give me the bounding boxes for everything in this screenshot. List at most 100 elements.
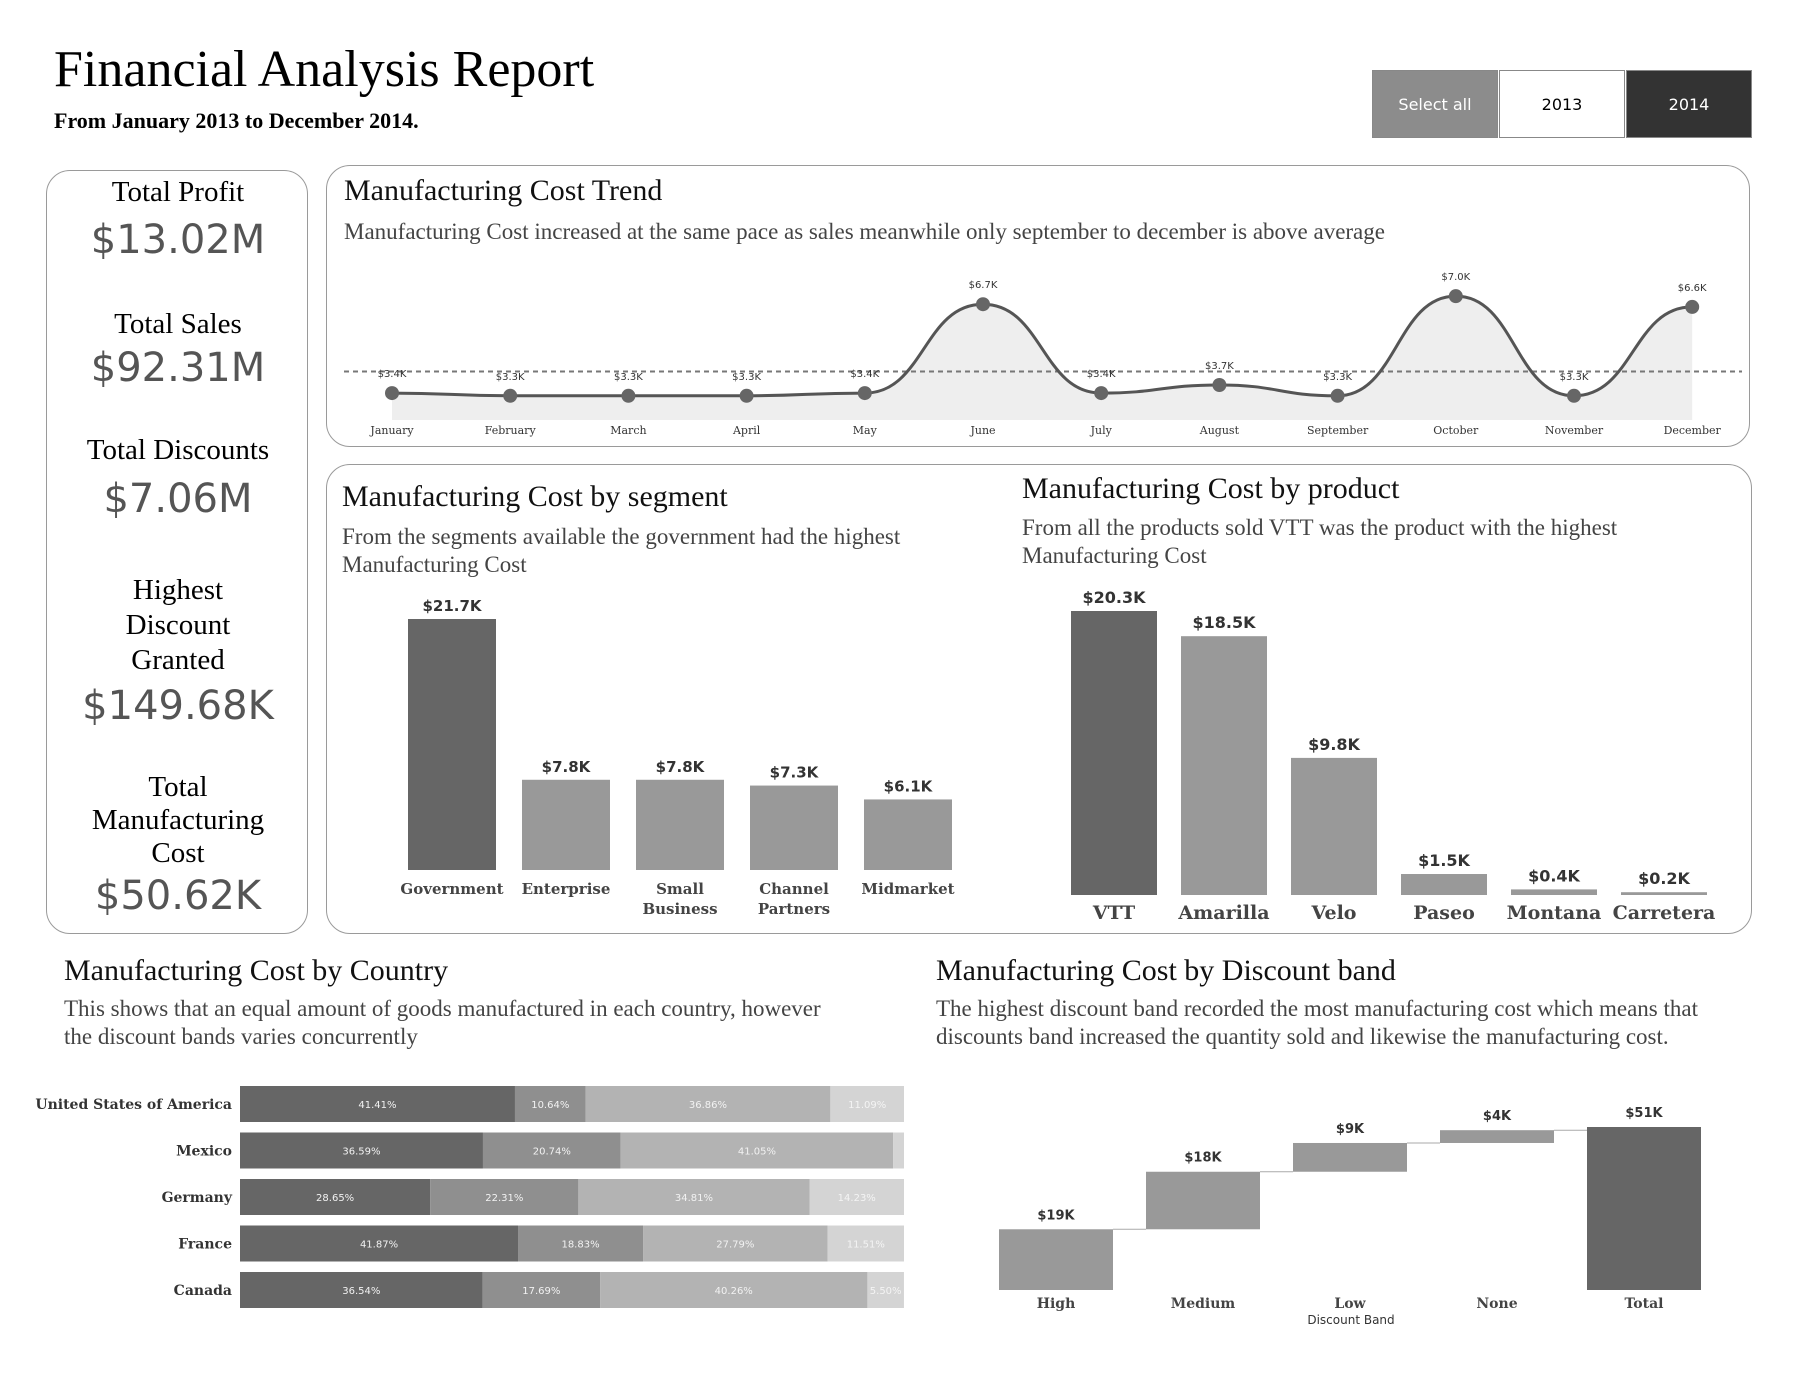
country-bar-canada-s2	[482, 1272, 601, 1308]
country-y-label-mexico: Mexico	[176, 1144, 232, 1160]
product-title: Manufacturing Cost by product	[1022, 472, 1400, 505]
country-bar-france-s2	[518, 1225, 644, 1262]
country-bar-germany-s4	[809, 1179, 904, 1215]
segment-x-label-channel-partners-1: Partners	[758, 900, 830, 918]
country-data-label-germany-s3: 34.81%	[675, 1193, 713, 1204]
trend-point-october	[1448, 289, 1463, 304]
kpi-card: Total Profit $13.02M Total Sales $92.31M…	[46, 170, 308, 934]
trend-data-label-july: $3.4K	[1087, 369, 1116, 380]
kpi-total-sales-label: Total Sales	[114, 308, 242, 340]
trend-data-label-september: $3.3K	[1323, 372, 1352, 383]
trend-x-label-january: January	[369, 424, 414, 437]
discount-data-label-none: $4K	[1483, 1109, 1512, 1124]
product-x-label-carretera: Carretera	[1613, 902, 1716, 924]
select-all-button[interactable]: Select all	[1372, 70, 1498, 138]
product-bar-velo	[1291, 757, 1377, 895]
trend-data-label-october: $7.0K	[1441, 272, 1470, 283]
country-bar-germany-s1	[240, 1179, 431, 1215]
segment-bar-midmarket	[864, 799, 952, 870]
product-x-label-amarilla: Amarilla	[1177, 902, 1269, 924]
country-data-label-france-s2: 18.83%	[561, 1240, 599, 1251]
country-bar-united-states-of-america-s4	[830, 1086, 904, 1122]
discount-x-label-medium: Medium	[1171, 1296, 1236, 1312]
country-bar-mexico-s3	[620, 1132, 894, 1169]
kpi-highest-discount-value: $149.68K	[82, 683, 274, 729]
discount-data-label-low: $9K	[1336, 1122, 1365, 1137]
trend-data-label-december: $6.6K	[1678, 283, 1707, 294]
trend-x-label-november: November	[1545, 424, 1604, 437]
segment-data-label-government: $21.7K	[422, 597, 482, 615]
discount-x-label-total: Total	[1624, 1296, 1663, 1312]
trend-line	[391, 294, 1693, 398]
country-data-label-germany-s1: 28.65%	[316, 1193, 354, 1204]
year-2013-button[interactable]: 2013	[1499, 70, 1625, 138]
country-y-label-germany: Germany	[162, 1190, 233, 1206]
segment-x-label-enterprise: Enterprise	[522, 880, 611, 898]
trend-point-march	[621, 388, 636, 403]
trend-x-label-july: July	[1090, 424, 1113, 437]
discount-title: Manufacturing Cost by Discount band	[936, 954, 1396, 987]
trend-point-november	[1567, 388, 1581, 403]
trend-data-label-august: $3.7K	[1205, 361, 1234, 372]
country-bar-france-s1	[240, 1225, 519, 1262]
country-data-label-canada-s1: 36.54%	[342, 1286, 380, 1297]
country-data-label-mexico-s2: 20.74%	[533, 1147, 571, 1158]
country-data-label-canada-s2: 17.69%	[522, 1286, 560, 1297]
trend-data-label-january: $3.4K	[378, 369, 407, 380]
trend-x-label-may: May	[853, 424, 878, 437]
trend-point-may	[857, 386, 872, 401]
country-bar-germany-s2	[430, 1179, 579, 1215]
kpi-total-profit-value: $13.02M	[90, 217, 266, 263]
country-bar-canada-s1	[240, 1272, 483, 1308]
country-bar-germany-s3	[578, 1179, 810, 1215]
trend-x-label-june: June	[969, 424, 995, 437]
trend-x-label-march: March	[610, 424, 646, 437]
product-x-label-vtt: VTT	[1092, 902, 1135, 924]
country-bar-canada-s3	[600, 1272, 868, 1308]
discount-x-label-low: Low	[1334, 1296, 1366, 1312]
page-title: Financial Analysis Report	[54, 41, 595, 98]
discount-description: The highest discount band recorded the m…	[936, 996, 1698, 1049]
trend-point-april	[739, 388, 754, 403]
country-data-label-canada-s4: 5.50%	[870, 1286, 902, 1297]
trend-x-label-april: April	[732, 424, 761, 437]
segment-bar-channel-partners	[750, 785, 838, 870]
segment-bar-government	[408, 619, 496, 870]
trend-data-label-march: $3.3K	[614, 372, 643, 383]
kpi-highest-discount-label: Highest Discount Granted	[125, 574, 231, 676]
discount-data-label-total: $51K	[1625, 1106, 1663, 1121]
discount-bar-total	[1587, 1127, 1701, 1290]
product-bar-paseo	[1401, 874, 1487, 895]
discount-data-label-high: $19K	[1037, 1208, 1075, 1223]
country-data-label-mexico-s3: 41.05%	[738, 1147, 776, 1158]
segment-x-label-channel-partners-0: Channel	[759, 880, 829, 898]
country-bar-canada-s4	[867, 1272, 904, 1308]
country-data-label-united-states-of-america-s1: 41.41%	[358, 1100, 396, 1111]
year-2014-button[interactable]: 2014	[1626, 70, 1752, 138]
trend-point-september	[1330, 388, 1345, 403]
country-data-label-france-s1: 41.87%	[360, 1240, 398, 1251]
country-y-label-united-states-of-america: United States of America	[35, 1097, 232, 1113]
product-x-label-montana: Montana	[1507, 902, 1602, 924]
country-data-label-united-states-of-america-s4: 11.09%	[848, 1100, 886, 1111]
country-bar-united-states-of-america-s2	[514, 1086, 586, 1122]
product-data-label-carretera: $0.2K	[1638, 869, 1690, 888]
product-data-label-amarilla: $18.5K	[1192, 613, 1256, 632]
discount-bar-medium	[1146, 1171, 1260, 1230]
trend-data-label-june: $6.7K	[969, 280, 998, 291]
country-bar-mexico-s1	[240, 1132, 483, 1169]
kpi-total-manufacturing-cost-value: $50.62K	[94, 873, 262, 919]
discount-x-label-none: None	[1476, 1296, 1517, 1312]
country-description: This shows that an equal amount of goods…	[64, 996, 821, 1049]
page-subtitle: From January 2013 to December 2014.	[54, 108, 419, 133]
kpi-total-discounts-value: $7.06M	[103, 476, 253, 522]
product-bar-amarilla	[1181, 636, 1267, 895]
segment-data-label-small-business: $7.8K	[656, 758, 706, 776]
trend-data-label-may: $3.4K	[850, 369, 879, 380]
trend-point-january	[385, 386, 399, 401]
product-bar-carretera	[1621, 892, 1707, 895]
trend-point-december	[1685, 299, 1700, 314]
country-data-label-mexico-s1: 36.59%	[342, 1147, 380, 1158]
